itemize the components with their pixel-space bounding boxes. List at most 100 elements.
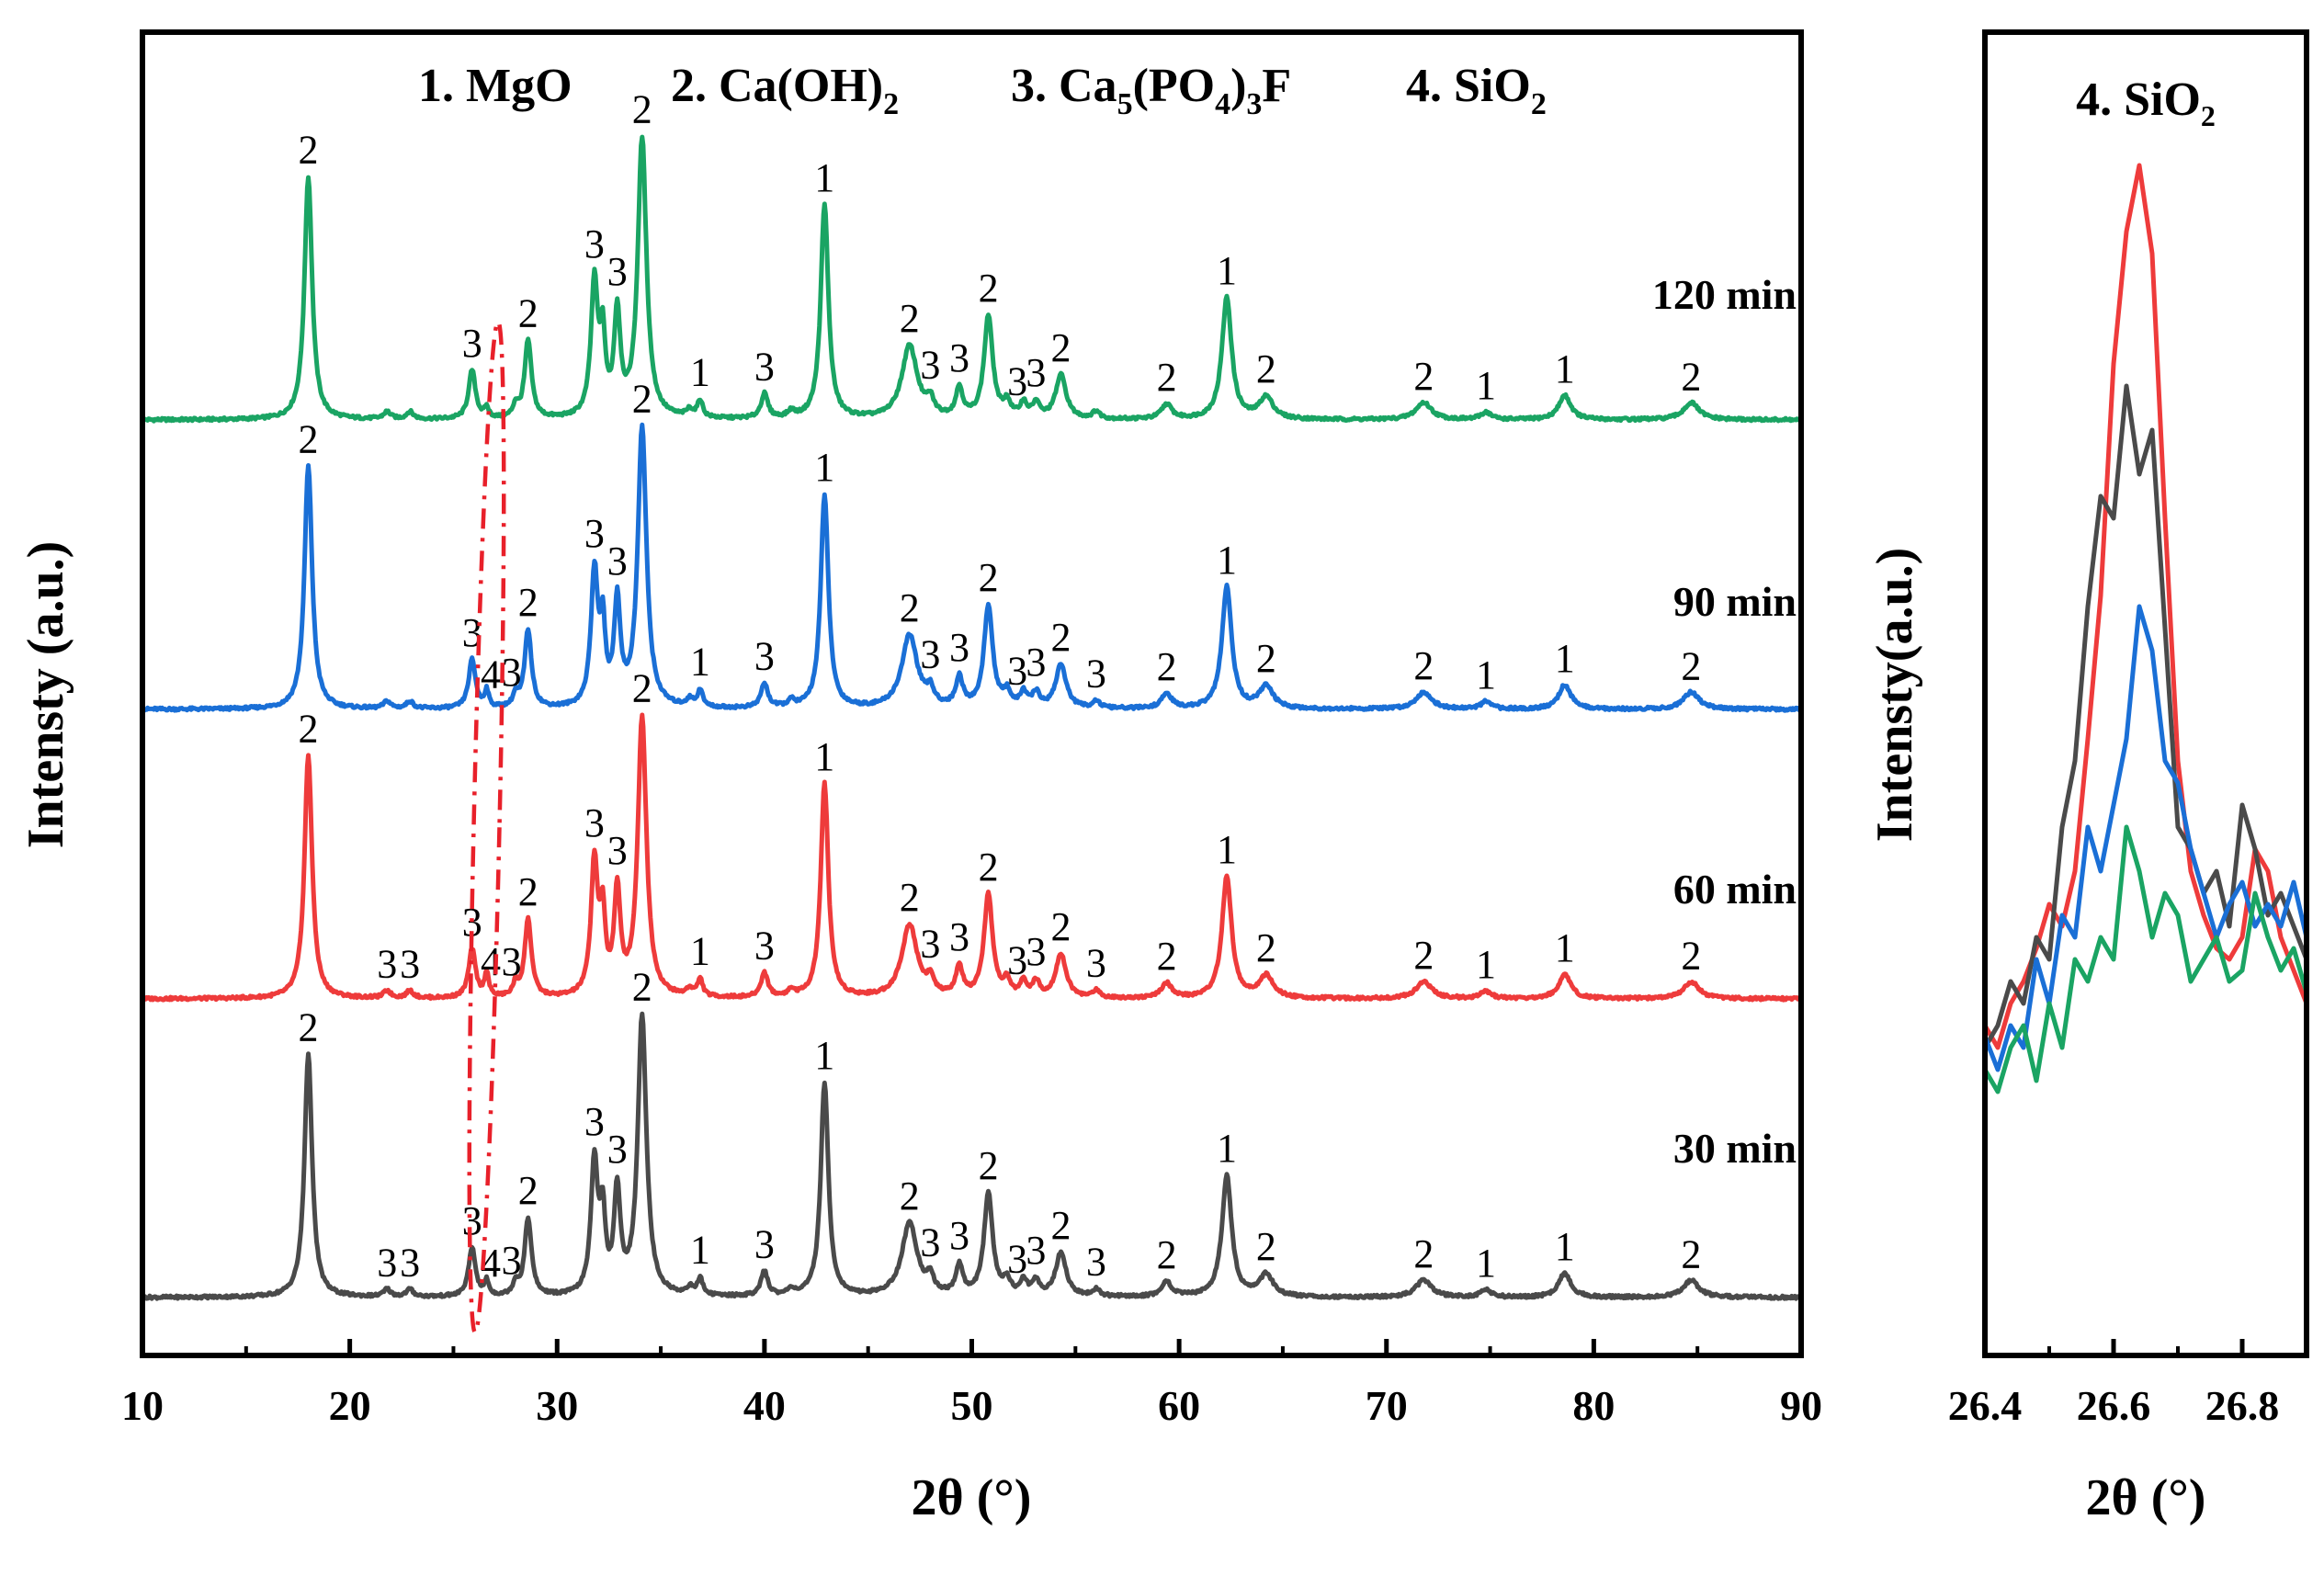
x-tick-label: 20 [329,1382,371,1429]
inset-trace-30-min [1982,383,2309,1049]
time-label-30: 30 min [1673,1125,1797,1172]
main-traces [141,134,1802,1301]
peak-label: 3 [462,900,482,945]
peak-label: 2 [1157,1232,1177,1277]
peak-label: 3 [607,249,628,294]
x-tick-label: 90 [1780,1382,1822,1429]
peak-label: 3 [607,828,628,873]
peak-label: 2 [900,585,920,630]
peak-label: 3 [1026,929,1046,974]
peak-label: 1 [1476,652,1496,697]
trace-30-min [141,1011,1802,1301]
inset-plot-frame [1982,29,2309,1358]
peak-label: 3 [949,1213,969,1258]
x-tick-label: 10 [121,1382,164,1429]
peak-label: 2 [979,266,999,311]
inset-x-tick-label: 26.4 [1948,1382,2023,1429]
main-y-axis-title: Intensty (a.u.) [17,541,74,848]
peak-label: 3 [920,342,940,387]
peak-label: 3 [462,1198,482,1243]
peak-label: 2 [1157,644,1177,689]
peak-label: 1 [1555,636,1575,681]
peak-label: 2 [900,1173,920,1219]
peak-label: 3 [377,1240,397,1285]
peak-label: 2 [979,845,999,890]
peak-label: 2 [632,666,652,711]
peak-label: 1 [1555,346,1575,391]
peak-label: 2 [1051,325,1071,370]
peak-label: 3 [1026,1228,1046,1273]
peak-label: 3 [400,1241,420,1286]
peak-label: 2 [299,417,319,462]
peak-label: 2 [632,965,652,1010]
peak-label: 3 [462,321,482,366]
time-label-60: 60 min [1673,866,1797,913]
peak-label: 3 [1086,1239,1106,1284]
peak-label: 2 [900,875,920,920]
peak-label: 3 [584,1099,605,1144]
legend-fluorapatite: 3. Ca5(PO4)3F [1011,60,1291,121]
peak-label: 2 [518,580,538,625]
legend-mgo: 1. MgO [418,60,572,112]
sio2-highlight-ellipse [467,319,506,1335]
x-tick-label: 40 [743,1382,786,1429]
peak-label: 2 [632,87,652,132]
peak-label: 1 [1476,942,1496,987]
peak-label: 1 [1476,1241,1496,1286]
peak-label: 3 [949,914,969,959]
peak-label: 2 [1157,355,1177,400]
x-tick-label: 80 [1572,1382,1615,1429]
highlight-ellipse-group [467,319,506,1335]
time-label-120: 120 min [1652,271,1797,318]
peak-label: 3 [377,941,397,986]
peak-label: 1 [1555,925,1575,970]
peak-label: 2 [632,377,652,422]
peak-label: 3 [1086,651,1106,696]
inset-x-axis-title: 2θ (°) [2086,1469,2206,1526]
peak-label: 3 [1007,359,1027,404]
peak-label: 3 [584,221,605,266]
peak-label: 1 [690,1228,710,1273]
peak-label: 2 [299,128,319,173]
peak-label: 3 [920,631,940,676]
peak-label: 2 [1051,1203,1071,1248]
inset-x-ticks: 26.4 26.6 26.8 [1948,1339,2280,1429]
peak-label: 3 [607,539,628,584]
inset-x-tick-label: 26.8 [2205,1382,2280,1429]
peak-label: 2 [299,1005,319,1050]
peak-label: 1 [814,445,834,490]
peak-label: 2 [979,555,999,600]
main-x-ticks: 10 20 30 40 50 60 70 80 90 [121,1339,1822,1429]
peak-label: 3 [1007,938,1027,983]
peak-label: 2 [1051,904,1071,949]
peak-label: 3 [1007,649,1027,694]
peak-label: 2 [1413,1231,1434,1276]
peak-label: 2 [1681,643,1701,688]
peak-label: 3 [1026,350,1046,395]
trace-60-min [142,712,1802,1003]
peak-label: 3 [502,1238,522,1283]
peak-label: 2 [1681,933,1701,978]
peak-label: 4 [481,652,501,697]
peak-label: 2 [1256,1224,1276,1269]
peak-label: 1 [814,155,834,200]
peak-label: 2 [1413,643,1434,688]
peak-label: 2 [1157,934,1177,979]
trace-90-min [142,422,1802,713]
x-tick-label: 70 [1366,1382,1408,1429]
peak-label: 1 [690,640,710,685]
legend-sio2: 4. SiO2 [1406,60,1547,121]
inset-title: 4. SiO2 [2076,74,2216,132]
peak-label: 2 [1681,1231,1701,1276]
peak-label: 3 [949,625,969,670]
main-x-axis-title: 2θ (°) [912,1469,1032,1526]
inset-traces [1982,163,2309,1094]
peak-label: 1 [690,350,710,395]
peak-label: 3 [400,942,420,987]
peak-label: 1 [690,929,710,974]
peak-label: 2 [1256,346,1276,391]
peak-label: 1 [814,734,834,779]
